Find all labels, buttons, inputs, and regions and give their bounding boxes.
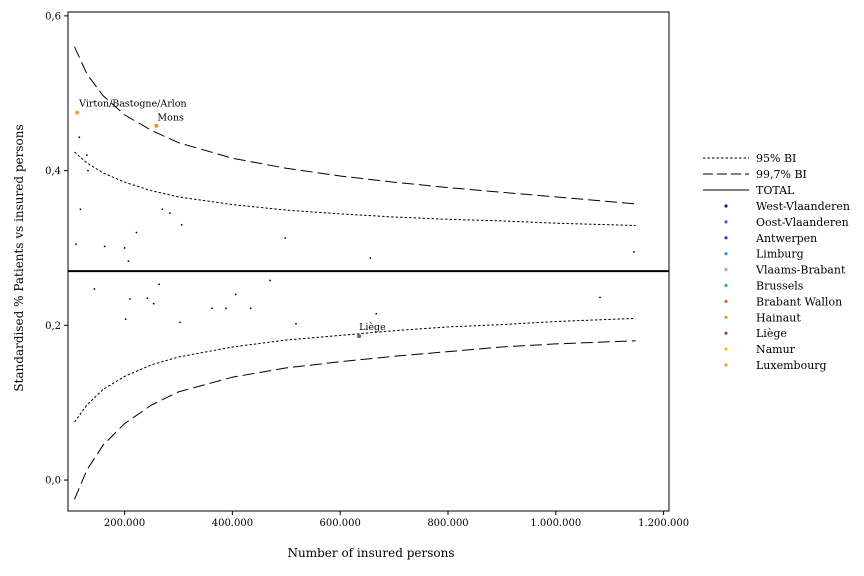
data-point <box>85 154 88 157</box>
data-point <box>146 297 149 300</box>
data-point <box>127 260 130 263</box>
point-annotation: Virton/Bastogne/Arlon <box>78 99 187 110</box>
x-tick-label: 1.200.000 <box>638 518 689 529</box>
data-point <box>152 302 155 305</box>
legend-marker-label: Brabant Wallon <box>756 295 842 308</box>
x-tick-label: 600.000 <box>320 518 361 529</box>
legend-marker-swatch <box>724 299 728 303</box>
legend-marker-label: Namur <box>756 343 796 356</box>
data-point <box>249 307 252 310</box>
data-point <box>75 243 77 245</box>
highlighted-point <box>154 123 159 128</box>
data-point <box>123 247 126 249</box>
data-point <box>103 245 106 248</box>
legend-marker-swatch <box>724 283 728 288</box>
y-tick-label: 0,0 <box>45 476 61 487</box>
legend-line-label: 95% BI <box>756 152 796 165</box>
legend-marker-label: Vlaams-Brabant <box>755 264 846 277</box>
legend-marker-label: Antwerpen <box>755 232 817 245</box>
limit-lines <box>74 46 636 500</box>
legend-line-label: TOTAL <box>756 184 795 197</box>
legend-marker-label: Oost-Vlaanderen <box>756 216 849 229</box>
axis-ticks: 200.000 400.000 600.000 800.000 1.000.000 1.2… <box>45 11 689 529</box>
y-axis-title: Standardised % Patients vs insured perso… <box>12 124 26 391</box>
limit-line-dashed-lower <box>74 340 636 500</box>
legend-marker-swatch <box>724 252 728 256</box>
data-point <box>129 298 131 300</box>
data-point <box>633 250 635 253</box>
limit-line-dotted-lower <box>74 317 636 423</box>
legend-marker-swatch <box>724 347 728 351</box>
highlighted-point <box>357 334 362 339</box>
limit-line-dashed-upper <box>74 46 636 205</box>
x-tick-label: 800.000 <box>427 518 468 529</box>
legend-marker-label: Liège <box>756 327 787 340</box>
data-point <box>295 322 297 325</box>
y-tick-label: 0,2 <box>45 321 61 332</box>
data-point <box>225 307 227 310</box>
data-point <box>284 237 287 239</box>
data-point <box>93 288 96 290</box>
legend-marker-swatch <box>724 315 728 319</box>
plot-area-frame <box>67 11 670 512</box>
data-point <box>79 208 82 211</box>
data-point <box>179 321 182 324</box>
legend-marker-swatch <box>724 236 728 240</box>
highlighted-points: Virton/Bastogne/Arlon Mons Liège <box>75 99 386 339</box>
legend-marker-label: Brussels <box>756 280 804 293</box>
data-point <box>599 296 601 299</box>
data-point <box>124 318 127 321</box>
data-point <box>135 231 138 234</box>
y-tick-label: 0,4 <box>45 166 61 177</box>
data-point <box>211 307 213 310</box>
data-points <box>75 136 635 325</box>
data-point <box>168 212 171 215</box>
data-point <box>369 257 372 259</box>
legend-marker-label: Hainaut <box>756 311 801 324</box>
x-tick-label: 400.000 <box>212 518 253 529</box>
x-axis-title: Number of insured persons <box>288 546 455 560</box>
legend-marker-swatch <box>724 220 728 224</box>
legend-marker-swatch <box>724 363 728 367</box>
legend-marker-swatch <box>724 204 728 208</box>
data-point <box>234 293 237 296</box>
limit-line-dotted-upper <box>74 151 636 226</box>
legend: 95% BI 99,7% BI TOTAL West-Vlaanderen Oost-V… <box>703 152 850 372</box>
x-tick-label: 200.000 <box>104 518 145 529</box>
point-annotation: Liège <box>359 322 386 333</box>
y-tick-label: 0,6 <box>45 11 61 22</box>
point-annotation: Mons <box>157 113 184 124</box>
legend-marker-swatch <box>724 268 728 272</box>
data-point <box>161 208 164 211</box>
data-point <box>180 223 183 226</box>
data-point <box>158 283 160 286</box>
data-point <box>78 136 81 139</box>
data-point <box>375 312 378 315</box>
legend-marker-label: West-Vlaanderen <box>756 200 850 213</box>
x-tick-label: 1.000.000 <box>530 518 581 529</box>
data-point <box>269 279 272 282</box>
legend-marker-label: Limburg <box>756 248 804 261</box>
data-point <box>87 169 89 172</box>
legend-line-label: 99,7% BI <box>756 168 807 181</box>
highlighted-point <box>75 110 80 115</box>
legend-marker-label: Luxembourg <box>756 359 827 372</box>
legend-marker-swatch <box>724 331 728 335</box>
